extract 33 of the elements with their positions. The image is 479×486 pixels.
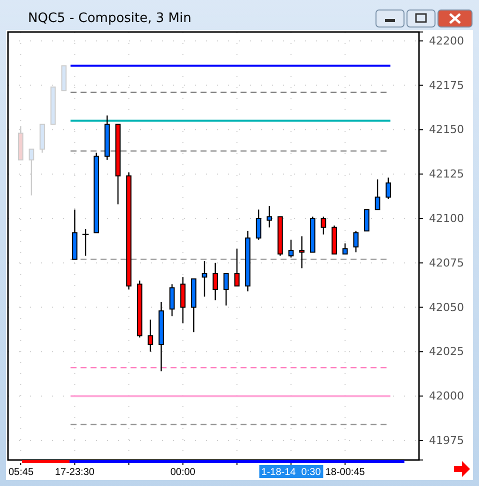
y-tick-label: 42025	[429, 345, 464, 358]
x-tick-label: 05:45	[8, 467, 34, 478]
candlestick	[169, 284, 175, 317]
candlestick	[320, 216, 326, 236]
y-tick-label: 42000	[429, 390, 464, 403]
y-tick-label: 42100	[429, 212, 464, 225]
x-tick-label: 00:00	[170, 467, 196, 478]
y-tick-label: 42075	[429, 256, 464, 270]
candlestick	[234, 248, 240, 287]
candlestick	[386, 177, 392, 200]
candlestick	[180, 276, 186, 324]
candlestick	[223, 272, 229, 306]
y-tick-label: 41975	[429, 434, 464, 447]
candlestick	[288, 239, 294, 258]
candlestick	[212, 262, 218, 301]
y-tick-label: 42200	[429, 34, 464, 48]
y-tick-label: 42125	[429, 168, 464, 181]
candlestick	[374, 178, 380, 210]
candlestick	[342, 242, 348, 255]
candlestick	[353, 230, 359, 253]
candlestick	[364, 209, 370, 232]
candlestick	[202, 260, 208, 298]
chart-title: NQC5 - Composite, 3 Min	[28, 11, 192, 26]
x-tick-label: 1-18-14 0:30	[261, 467, 322, 478]
candlestick	[256, 208, 262, 240]
candlestick	[299, 236, 304, 269]
y-tick-label: 42150	[429, 123, 464, 136]
candlestick	[148, 319, 154, 352]
candlestick	[266, 205, 272, 228]
y-tick-label: 42175	[429, 78, 464, 92]
y-tick-label: 42050	[429, 300, 464, 314]
x-tick-label: 17-23:30	[54, 467, 95, 478]
x-tick-label: 18-00:45	[325, 467, 366, 478]
